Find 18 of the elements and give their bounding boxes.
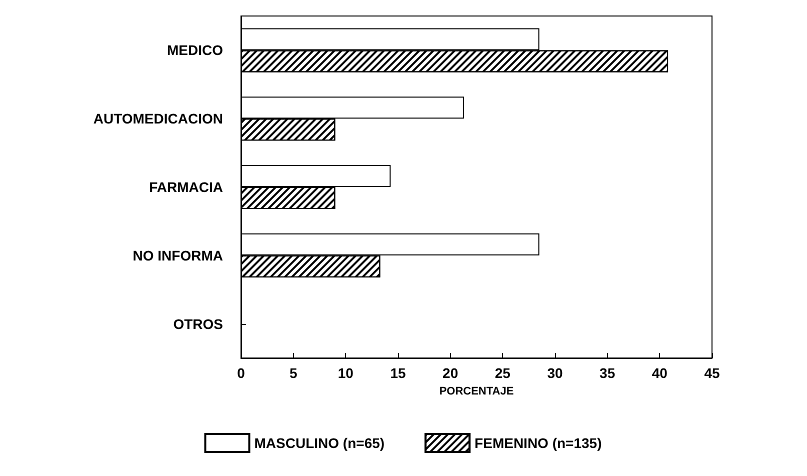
y-tick-label: OTROS [173, 316, 223, 332]
x-tick-label: 15 [390, 365, 406, 381]
x-tick-label: 0 [237, 365, 246, 381]
y-tick-label: MEDICO [167, 42, 224, 58]
x-axis-title: PORCENTAJE [439, 386, 514, 398]
x-tick-label: 35 [600, 365, 616, 381]
x-tick-label: 45 [704, 365, 720, 381]
legend-label: MASCULINO (n=65) [254, 435, 385, 451]
x-tick-label: 25 [494, 365, 511, 381]
x-tick-label: 20 [442, 365, 458, 381]
y-tick-label: AUTOMEDICACION [93, 110, 223, 127]
x-tick-label: 5 [289, 365, 298, 381]
y-tick-label: NO INFORMA [132, 247, 223, 264]
legend-label: FEMENINO (n=135) [474, 435, 602, 451]
x-tick-label: 40 [652, 365, 668, 381]
x-tick-label: 30 [547, 365, 563, 381]
y-tick-label: FARMACIA [149, 179, 223, 195]
x-tick-label: 10 [338, 365, 354, 381]
